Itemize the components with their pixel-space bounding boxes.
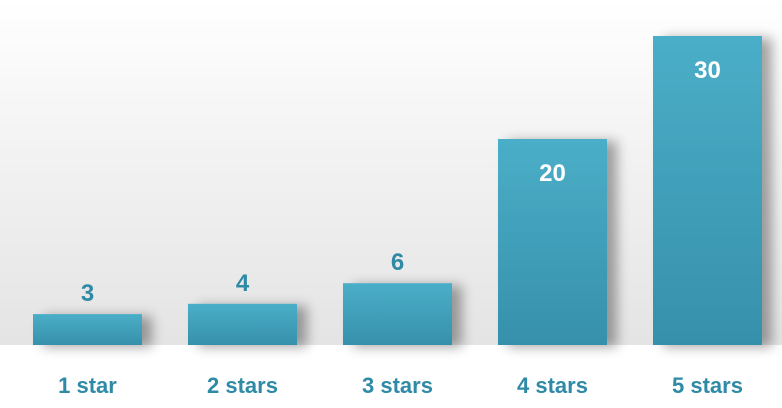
bars-layer bbox=[33, 36, 762, 345]
category-label-5: 5 stars bbox=[672, 373, 743, 398]
category-label-1: 1 star bbox=[58, 373, 117, 398]
category-label-3: 3 stars bbox=[362, 373, 433, 398]
bar-3 bbox=[343, 283, 452, 345]
data-label-5: 30 bbox=[694, 57, 721, 84]
data-label-2: 4 bbox=[236, 270, 250, 297]
bar-2 bbox=[188, 303, 297, 345]
data-labels-layer: 3 4 6 20 30 bbox=[81, 57, 721, 307]
bar-4 bbox=[498, 139, 607, 345]
category-labels-layer: 1 star 2 stars 3 stars 4 stars 5 stars bbox=[58, 373, 743, 398]
data-label-3: 6 bbox=[391, 249, 404, 276]
bar-1 bbox=[33, 314, 142, 345]
data-label-1: 3 bbox=[81, 280, 94, 307]
data-label-4: 20 bbox=[539, 160, 566, 187]
category-label-4: 4 stars bbox=[517, 373, 588, 398]
category-label-2: 2 stars bbox=[207, 373, 278, 398]
bar-5 bbox=[653, 36, 762, 345]
chart-floor bbox=[0, 345, 782, 408]
